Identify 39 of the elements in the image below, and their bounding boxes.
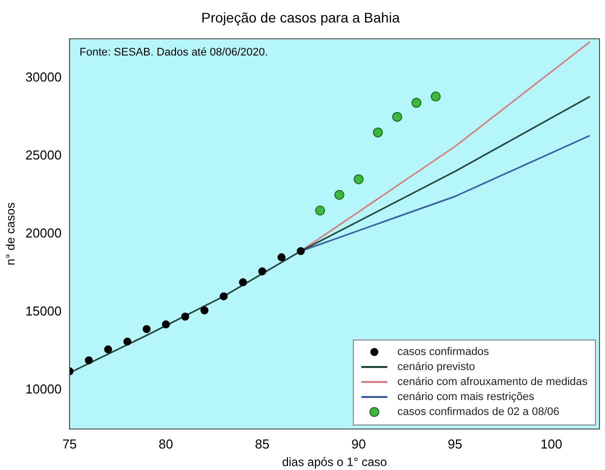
point: [258, 267, 266, 276]
point: [84, 356, 93, 364]
point: [220, 292, 228, 300]
y-axis-title: n° de casos: [4, 202, 18, 266]
point: [142, 325, 151, 334]
x-tick-label: 100: [540, 436, 562, 452]
point: [315, 205, 326, 216]
legend-label: cenário com afrouxamento de medidas: [397, 376, 588, 388]
point: [200, 306, 208, 314]
point: [104, 345, 112, 354]
x-tick-label: 75: [62, 436, 77, 452]
y-tick-label: 25000: [25, 147, 62, 162]
point: [334, 190, 344, 200]
annotation: Fonte: SESAB. Dados até 08/06/2020.: [80, 46, 268, 58]
chart-title: Projeção de casos para a Bahia: [201, 9, 400, 26]
y-tick-label: 30000: [25, 69, 62, 84]
point: [372, 127, 383, 138]
point: [296, 247, 305, 256]
legend-label: casos confirmados: [397, 346, 490, 358]
point: [411, 98, 422, 108]
point: [278, 253, 286, 262]
point: [354, 174, 364, 184]
point: [430, 92, 441, 102]
x-tick-label: 95: [448, 436, 462, 452]
legend-label: cenário previsto: [397, 361, 475, 374]
x-tick-label: 85: [255, 436, 270, 452]
point: [238, 278, 247, 286]
point: [123, 338, 132, 346]
point: [181, 312, 190, 321]
x-tick-label: 90: [351, 436, 366, 452]
x-tick-label: 80: [158, 436, 174, 452]
x-axis-title: dias após o 1° caso: [282, 455, 388, 470]
y-tick-label: 15000: [25, 304, 62, 319]
legend-label: cenário com mais restrições: [397, 391, 535, 404]
point: [392, 112, 402, 122]
legend-label: casos confirmados de 02 a 08/06: [397, 406, 560, 418]
y-tick-label: 10000: [25, 382, 62, 397]
y-tick-label: 20000: [25, 225, 62, 240]
point: [162, 320, 170, 328]
